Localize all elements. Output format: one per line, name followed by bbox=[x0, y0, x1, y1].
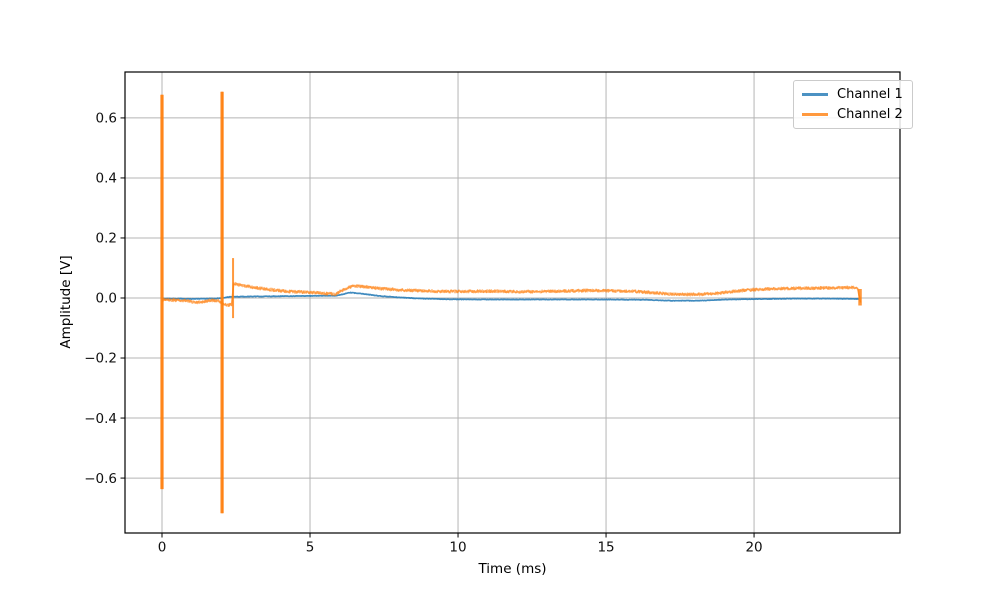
legend-item-channel-2: Channel 2 bbox=[802, 106, 903, 123]
y-tick-label: −0.4 bbox=[84, 411, 117, 427]
legend-label-channel-1: Channel 1 bbox=[837, 87, 903, 102]
y-tick-label: −0.6 bbox=[84, 471, 117, 487]
channel-1-line-swatch bbox=[802, 93, 828, 96]
x-tick-label: 15 bbox=[597, 540, 614, 556]
x-tick-label: 10 bbox=[449, 540, 466, 556]
plot-border bbox=[124, 71, 901, 534]
channel-2-line-swatch bbox=[802, 113, 828, 116]
y-tick-label: 0.2 bbox=[96, 231, 117, 247]
y-tick-label: −0.2 bbox=[84, 351, 117, 367]
legend-label-channel-2: Channel 2 bbox=[837, 107, 903, 122]
x-tick-label: 20 bbox=[745, 540, 762, 556]
channel-1-trace bbox=[161, 291, 860, 302]
legend: Channel 1 Channel 2 bbox=[793, 80, 913, 129]
channel-2-trace bbox=[161, 282, 862, 307]
channel-2-trace bbox=[161, 281, 862, 307]
y-tick-label: 0.0 bbox=[96, 291, 117, 307]
y-axis-label: Amplitude [V] bbox=[58, 255, 74, 349]
x-tick-label: 5 bbox=[306, 540, 315, 556]
x-axis-label: Time (ms) bbox=[478, 561, 547, 577]
x-tick-label: 0 bbox=[158, 540, 167, 556]
y-tick-label: 0.6 bbox=[96, 111, 117, 127]
y-tick-label: 0.4 bbox=[96, 171, 117, 187]
legend-item-channel-1: Channel 1 bbox=[802, 86, 903, 103]
